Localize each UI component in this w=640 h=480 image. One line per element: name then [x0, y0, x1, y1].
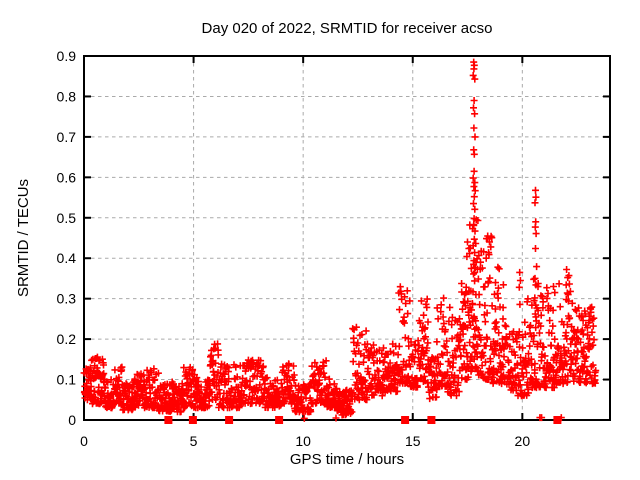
x-tick-labels: 0 5 10 15 20	[80, 433, 530, 449]
x-tick-label: 0	[80, 433, 88, 449]
y-tick-label: 0.1	[57, 372, 77, 388]
y-tick-label: 0.6	[57, 169, 77, 185]
data-points	[80, 58, 600, 424]
y-axis-label: SRMTID / TECUs	[15, 179, 32, 297]
y-tick-label: 0.2	[57, 331, 77, 347]
y-tick-label: 0	[68, 412, 76, 428]
y-tick-label: 0.7	[57, 129, 77, 145]
scatter-plus-markers	[80, 58, 600, 422]
y-tick-label: 0.9	[57, 48, 77, 64]
x-tick-label: 15	[405, 433, 421, 449]
y-tick-label: 0.8	[57, 88, 77, 104]
x-tick-label: 5	[190, 433, 198, 449]
x-tick-label: 10	[295, 433, 311, 449]
y-tick-label: 0.3	[57, 291, 77, 307]
x-tick-label: 20	[515, 433, 531, 449]
y-tick-labels: 0 0.1 0.2 0.3 0.4 0.5 0.6 0.7 0.8 0.9	[57, 48, 77, 428]
y-tick-label: 0.4	[57, 250, 77, 266]
plot-border	[83, 55, 611, 421]
y-tick-label: 0.5	[57, 210, 77, 226]
x-axis-label: GPS time / hours	[290, 451, 404, 468]
chart-title: Day 020 of 2022, SRMTID for receiver acs…	[202, 20, 493, 37]
